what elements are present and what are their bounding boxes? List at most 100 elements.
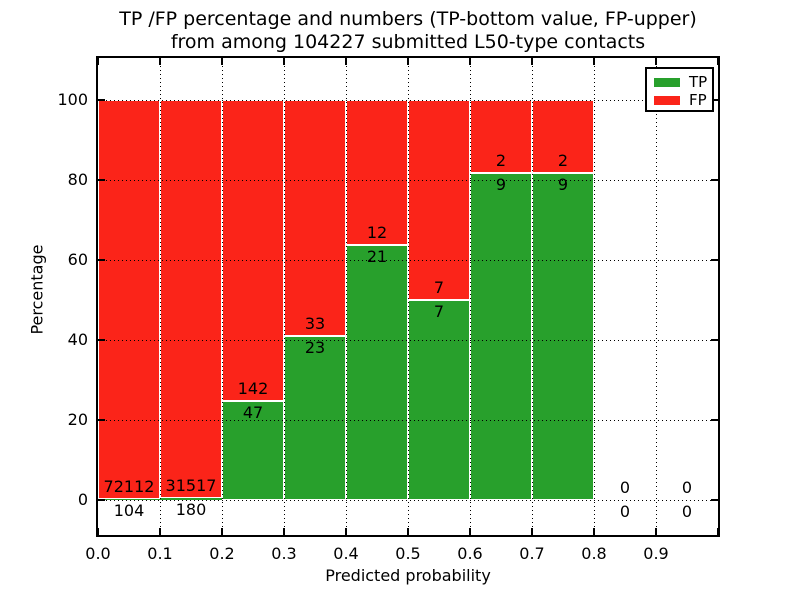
plot-area: 72112 104 31517 180 142 47 33 23 12 21 7 7 2 9 2 9 0 0 0 0 [96, 56, 720, 537]
chart-title-line1: TP /FP percentage and numbers (TP-bottom… [119, 8, 697, 30]
gridline-vertical [407, 58, 409, 535]
x-tick-mark-top [159, 58, 161, 65]
gridline-vertical [283, 58, 285, 535]
bar-fp [222, 100, 284, 401]
annotation-tp-count: 7 [433, 302, 445, 321]
annotation-tp-count: 47 [242, 402, 264, 422]
gridline-vertical [593, 58, 595, 535]
legend-item-fp: FP [647, 91, 712, 109]
x-tick-mark-top [345, 58, 347, 65]
x-tick-mark-top [97, 58, 99, 65]
y-tick-mark [98, 499, 105, 501]
annotation-fp-count: 12 [366, 223, 388, 243]
bar-fp [408, 100, 470, 300]
chart-title-line2: from among 104227 submitted L50-type con… [170, 31, 646, 53]
x-tick-mark-top [283, 58, 285, 65]
x-tick-mark-top [717, 58, 719, 65]
legend-label-tp: TP [689, 72, 708, 91]
y-tick-label: 60 [67, 250, 88, 269]
chart-title: TP /FP percentage and numbers (TP-bottom… [98, 8, 718, 54]
y-tick-label: 100 [57, 90, 88, 109]
y-tick-mark [98, 339, 105, 341]
bar-fp [160, 100, 222, 498]
bar-tp [346, 245, 408, 500]
y-tick-mark-right [711, 339, 718, 341]
annotation-fp-count: 142 [237, 378, 269, 398]
annotation-tp-count: 21 [366, 247, 388, 267]
y-tick-mark [98, 99, 105, 101]
gridline-vertical [345, 58, 347, 535]
x-tick-label: 0.6 [457, 544, 483, 563]
x-tick-mark [593, 528, 595, 535]
y-tick-mark-right [711, 259, 718, 261]
gridline-horizontal [98, 180, 718, 181]
x-tick-mark [469, 528, 471, 535]
x-tick-mark [159, 528, 161, 535]
annotation-tp-count: 180 [175, 499, 207, 519]
bar-fp [284, 100, 346, 336]
y-tick-label: 20 [67, 410, 88, 429]
x-tick-mark [345, 528, 347, 535]
gridline-vertical [655, 58, 657, 535]
annotation-fp-count: 31517 [165, 475, 217, 495]
y-tick-label: 0 [77, 490, 88, 509]
x-tick-label: 0.4 [333, 544, 359, 563]
annotation-tp-count: 9 [495, 174, 507, 194]
bar-fp [532, 100, 594, 173]
bar-tp [408, 300, 470, 500]
annotation-tp-count: 0 [619, 502, 631, 521]
annotation-tp-count: 9 [557, 174, 569, 194]
legend-label-fp: FP [689, 90, 707, 109]
x-tick-mark [283, 528, 285, 535]
y-tick-label: 40 [67, 330, 88, 349]
x-tick-mark [221, 528, 223, 535]
bar-tp [160, 497, 222, 500]
gridline-vertical [159, 58, 161, 535]
x-tick-mark-top [407, 58, 409, 65]
bar-tp [470, 172, 532, 500]
x-tick-mark-top [469, 58, 471, 65]
annotation-fp-count: 2 [557, 150, 569, 170]
annotation-tp-count: 104 [113, 501, 145, 521]
x-tick-label: 0.0 [85, 544, 111, 563]
bar-tp [284, 335, 346, 500]
y-tick-label: 80 [67, 170, 88, 189]
annotation-fp-count: 72112 [103, 477, 155, 497]
annotation-fp-count: 33 [304, 313, 326, 333]
annotation-fp-count: 2 [495, 150, 507, 170]
gridline-horizontal [98, 500, 718, 501]
x-tick-mark-top [655, 58, 657, 65]
x-tick-label: 0.9 [643, 544, 669, 563]
annotation-fp-count: 7 [433, 278, 445, 297]
legend-item-tp: TP [647, 73, 712, 91]
gridline-vertical [531, 58, 533, 535]
annotation-fp-count: 0 [681, 478, 693, 497]
x-tick-mark [717, 528, 719, 535]
gridline-horizontal [98, 340, 718, 341]
x-axis-label: Predicted probability [325, 566, 491, 585]
annotation-tp-count: 0 [681, 502, 693, 521]
legend-swatch-tp [654, 77, 680, 87]
bar-tp [532, 172, 594, 500]
x-tick-mark [97, 528, 99, 535]
x-tick-mark [531, 528, 533, 535]
bar-tp [98, 499, 160, 500]
gridline-vertical [221, 58, 223, 535]
y-tick-mark [98, 419, 105, 421]
gridline-horizontal [98, 420, 718, 421]
legend-swatch-fp [654, 95, 680, 105]
y-tick-mark-right [711, 419, 718, 421]
gridline-vertical [469, 58, 471, 535]
y-tick-mark-right [711, 499, 718, 501]
y-tick-mark-right [711, 179, 718, 181]
y-tick-mark [98, 259, 105, 261]
gridline-horizontal [98, 260, 718, 261]
x-tick-label: 0.8 [581, 544, 607, 563]
y-tick-mark-right [711, 99, 718, 101]
bar-tp [222, 400, 284, 500]
x-tick-mark [655, 528, 657, 535]
x-tick-label: 0.2 [209, 544, 235, 563]
x-tick-mark-top [531, 58, 533, 65]
x-tick-mark [407, 528, 409, 535]
